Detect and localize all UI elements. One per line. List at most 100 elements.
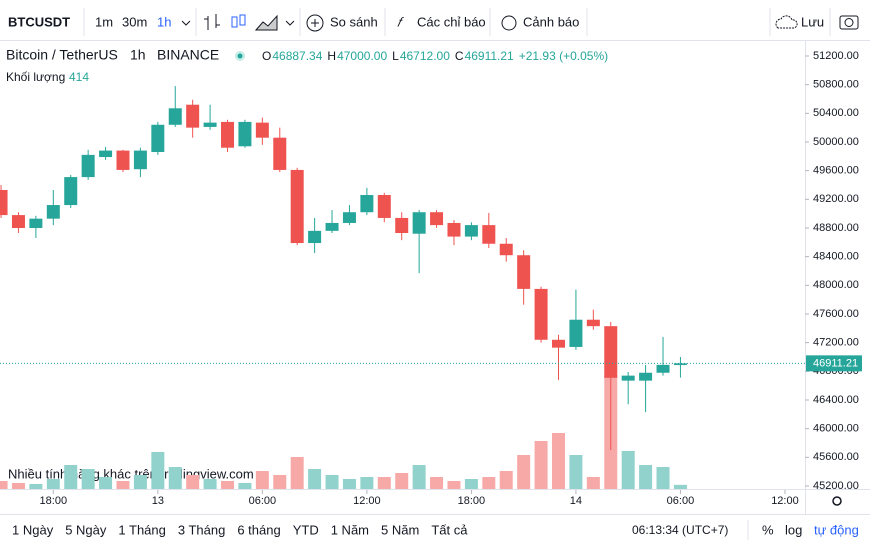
volume-bar [325, 475, 339, 489]
ohlc-value: 47000.00 [337, 49, 387, 63]
candle-body [273, 137, 287, 170]
last-price-badge [806, 355, 862, 372]
candle-body [325, 222, 339, 231]
bar-icon[interactable] [204, 14, 220, 30]
y-tick-label: 50400.00 [813, 107, 859, 119]
compare-icon[interactable] [306, 14, 324, 32]
compare-icon[interactable] [311, 19, 319, 27]
alert-icon[interactable] [501, 15, 517, 31]
settings-icon[interactable] [832, 496, 842, 506]
candle-body [99, 150, 113, 158]
volume-bar [464, 479, 478, 489]
volume-bar [569, 455, 583, 489]
volume-bar [46, 479, 60, 489]
candle-body [673, 363, 687, 366]
range-button[interactable]: 1 Tháng [118, 522, 165, 537]
y-tick-label: 46400.00 [813, 394, 859, 406]
market-status [237, 53, 243, 59]
interval[interactable]: 30m [122, 14, 147, 29]
interval-active[interactable]: 1h [157, 14, 171, 29]
volume-bar [290, 457, 304, 489]
candle-body [168, 108, 182, 125]
volume-bar [395, 473, 409, 489]
range-button[interactable]: 3 Tháng [178, 522, 225, 537]
volume-bar [29, 484, 43, 489]
y-tick-label: 47600.00 [813, 308, 859, 320]
area-icon[interactable] [254, 14, 278, 31]
volume-bar [430, 477, 444, 489]
symbol[interactable]: BTCUSDT [8, 14, 70, 29]
range-button[interactable]: 1 Năm [331, 522, 369, 537]
y-tick-label: 50800.00 [813, 79, 859, 91]
compare-button[interactable]: So sánh [330, 14, 378, 29]
candle-body [534, 288, 548, 340]
indicators-icon[interactable]: 𝑓 [397, 14, 404, 29]
ohlc-value: 46712.00 [400, 49, 450, 63]
range-button[interactable]: Tất cả [431, 522, 468, 537]
range-button[interactable]: YTD [293, 522, 319, 537]
volume-bar [621, 451, 635, 489]
candle-body [203, 122, 217, 127]
candle-body [639, 372, 653, 381]
candle-body [482, 225, 496, 244]
candle-body [464, 225, 478, 237]
snapshot-icon[interactable] [844, 18, 854, 27]
candle-body [46, 205, 60, 219]
volume-bar [221, 481, 235, 489]
y-tick-label: 48000.00 [813, 279, 859, 291]
candle-body [221, 121, 235, 148]
candle-body [656, 364, 670, 373]
candle-body [447, 222, 461, 237]
ohlc-key: H [327, 49, 336, 63]
x-tick-label: 18:00 [458, 495, 486, 507]
y-tick-label: 49600.00 [813, 165, 859, 177]
plot-area [0, 86, 687, 489]
candle-body [81, 154, 95, 178]
candle-icon[interactable] [231, 16, 238, 28]
range-button[interactable]: 5 Năm [381, 522, 419, 537]
ohlc-key: O [262, 49, 271, 63]
volume-title: Khối lượng [6, 70, 65, 84]
volume-bar [360, 477, 374, 489]
dropdown-icon[interactable] [181, 20, 191, 26]
last-price-label: 46911.21 [813, 357, 858, 369]
candle-body [151, 124, 165, 153]
volume-bar [133, 475, 147, 489]
ohlc-value: 46911.21 [465, 49, 514, 63]
indicators-button[interactable]: Các chỉ báo [417, 14, 486, 29]
range-button[interactable]: 1 Ngày [12, 522, 54, 537]
interval[interactable]: 1m [95, 14, 113, 29]
dropdown-icon[interactable] [285, 20, 295, 26]
save-button[interactable]: Lưu [801, 14, 824, 29]
candle-body [569, 319, 583, 347]
candle-body [499, 243, 513, 256]
volume-bar [186, 475, 200, 489]
percent-toggle[interactable]: % [762, 522, 774, 537]
auto-toggle[interactable]: tự động [814, 522, 859, 537]
candle-body [621, 375, 635, 381]
log-toggle[interactable]: log [785, 522, 802, 537]
volume-bar [203, 479, 217, 489]
x-tick-label: 12:00 [771, 495, 799, 507]
volume-bar [308, 469, 322, 489]
volume-bar [273, 475, 287, 489]
volume-bar [377, 477, 391, 489]
volume-bar [482, 477, 496, 489]
candle-body [64, 177, 78, 206]
candle-body [517, 255, 531, 289]
save-icon[interactable] [775, 15, 798, 29]
range-button[interactable]: 6 tháng [237, 522, 280, 537]
volume-bar [639, 465, 653, 489]
volume-bar [116, 481, 130, 489]
volume-bar [586, 477, 600, 489]
watermark[interactable]: Nhiều tính năng khác trên tradingview.co… [8, 466, 254, 481]
candle-icon[interactable] [239, 14, 246, 26]
ohlc-key: C [455, 49, 464, 63]
symbol-exchange: BINANCE [157, 47, 219, 63]
snapshot-icon[interactable] [839, 15, 859, 30]
alerts-button[interactable]: Cảnh báo [523, 14, 579, 29]
range-button[interactable]: 5 Ngày [65, 522, 107, 537]
y-tick-label: 46000.00 [813, 423, 859, 435]
